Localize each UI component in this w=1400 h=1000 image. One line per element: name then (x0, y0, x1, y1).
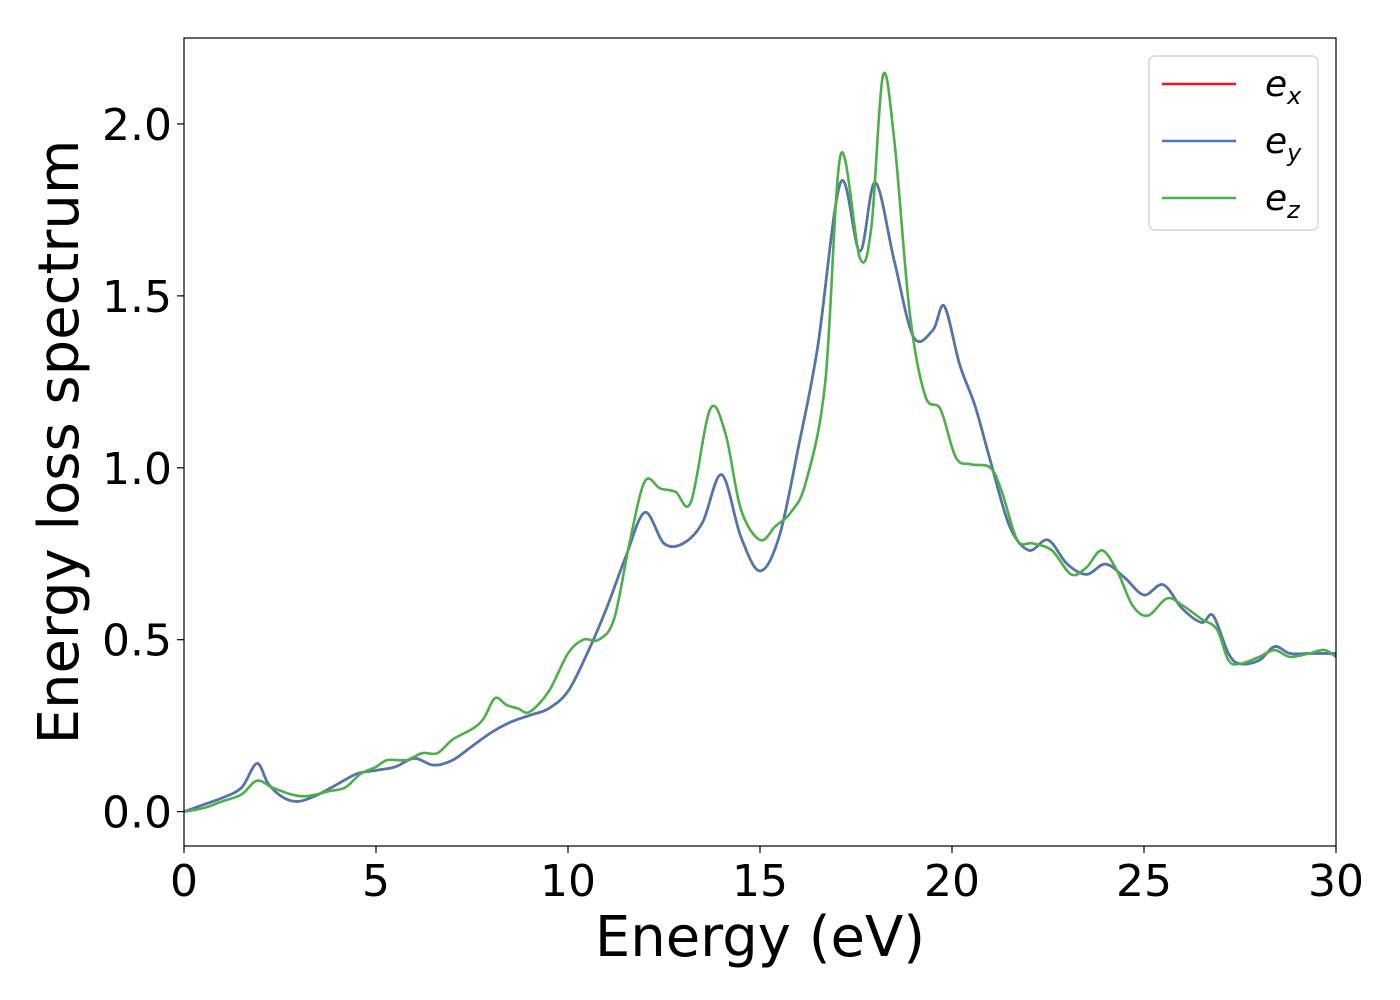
series-line-e_z (184, 71, 1336, 813)
x-tick-label: 5 (362, 856, 390, 907)
x-axis-label: Energy (eV) (595, 905, 925, 970)
series-line-e_y (184, 179, 1336, 813)
x-axis: 0 5 10 15 20 25 30 (170, 846, 1364, 907)
legend-label-e_y: ey (1265, 121, 1302, 167)
plot-background (184, 38, 1336, 846)
x-tick-label: 10 (540, 856, 596, 907)
x-tick-label: 25 (1116, 856, 1172, 907)
y-tick-label: 1.5 (102, 272, 172, 323)
series-layer (184, 71, 1336, 813)
y-axis-label: Energy loss spectrum (27, 140, 92, 745)
x-tick-label: 30 (1308, 856, 1364, 907)
legend: ex ey ez (1148, 55, 1319, 231)
y-tick-label: 2.0 (102, 100, 172, 151)
legend-box (1148, 55, 1319, 231)
x-tick-label: 15 (732, 856, 788, 907)
y-tick-label: 1.0 (102, 444, 172, 495)
y-tick-label: 0.5 (102, 616, 172, 667)
y-axis: 0.0 0.5 1.0 1.5 2.0 (102, 100, 184, 839)
legend-label-e_x: ex (1265, 64, 1302, 110)
y-tick-label: 0.0 (102, 788, 172, 839)
x-tick-label: 0 (170, 856, 198, 907)
x-tick-label: 20 (924, 856, 980, 907)
legend-label-e_z: ez (1265, 178, 1301, 224)
